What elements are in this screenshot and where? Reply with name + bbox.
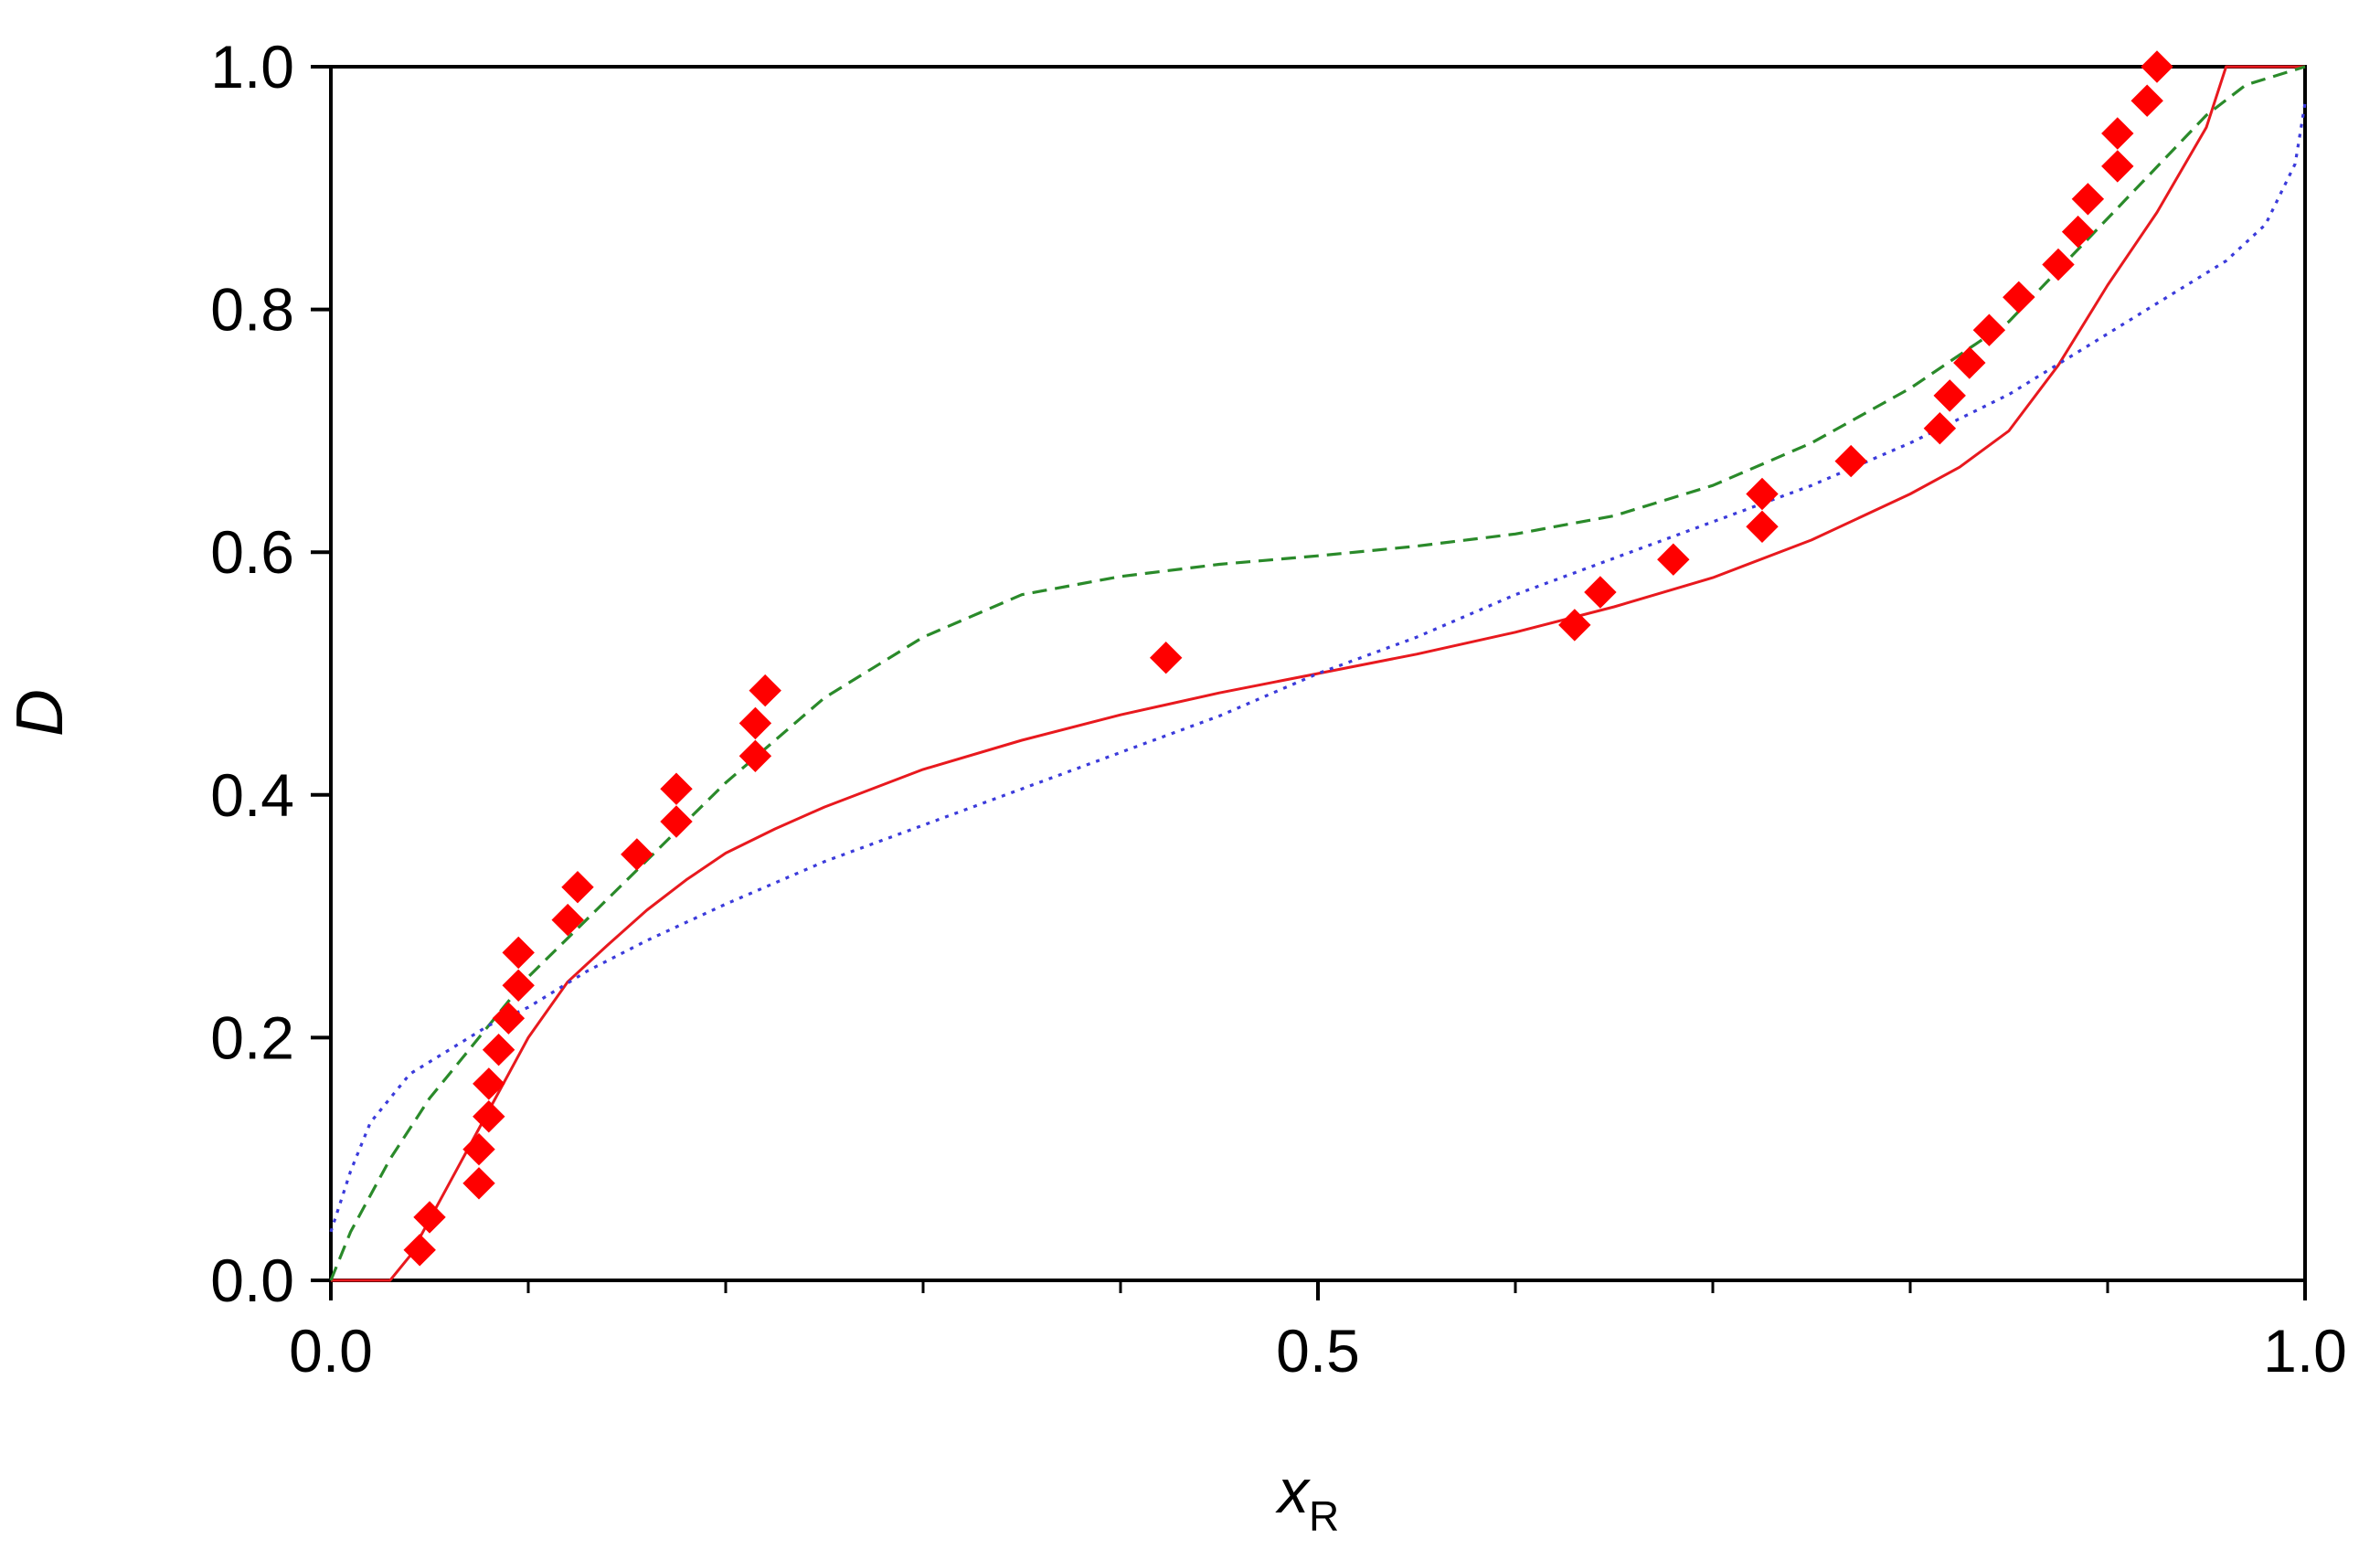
data-point-diamond [1972, 313, 2006, 346]
data-point-diamond [2071, 183, 2105, 216]
y-tick-label: 0.8 [210, 276, 294, 344]
data-point-diamond [473, 1067, 505, 1100]
data-point-diamond [738, 706, 772, 740]
data-point-diamond [1149, 641, 1183, 674]
data-point-diamond [1834, 444, 1867, 478]
series-markers [403, 50, 2173, 1267]
series-line-dotted [329, 102, 2307, 1233]
data-point-diamond [482, 1033, 515, 1067]
data-point-diamond [1584, 576, 1617, 609]
data-point-diamond [1657, 543, 1690, 576]
data-point-diamond [749, 674, 781, 707]
data-point-diamond [2101, 117, 2134, 150]
data-point-diamond [1933, 379, 1966, 412]
data-point-diamond [551, 903, 584, 937]
data-point-diamond [561, 870, 594, 904]
data-point-diamond [462, 1132, 495, 1166]
data-point-diamond [1746, 510, 1779, 544]
x-tick-label: 0.0 [289, 1317, 373, 1385]
x-tick-label: 1.0 [2263, 1317, 2347, 1385]
y-axis-label: D [4, 689, 77, 737]
data-point-diamond [1923, 411, 1957, 445]
x-axis-label-subscript: R [1309, 1492, 1339, 1540]
data-point-diamond [492, 1002, 526, 1035]
y-tick-label: 0.0 [210, 1247, 294, 1314]
data-point-diamond [413, 1201, 446, 1234]
x-axis-label: xR [1275, 1457, 1339, 1540]
series-line-dashed [329, 65, 2306, 1281]
series-line-solid [331, 65, 2305, 1282]
data-point-diamond [502, 936, 535, 970]
data-point-diamond [660, 805, 693, 838]
y-tick-label: 1.0 [210, 33, 294, 101]
data-point-diamond [502, 969, 535, 1003]
y-axis-tick-labels: 0.0 0.2 0.4 0.6 0.8 1.0 [210, 33, 294, 1314]
y-axis-ticks [311, 65, 331, 1282]
data-point-diamond [2061, 215, 2095, 249]
data-point-diamond [473, 1099, 505, 1133]
y-tick-label: 0.6 [210, 518, 294, 586]
data-point-diamond [462, 1167, 495, 1200]
x-axis-label-main: x [1275, 1457, 1311, 1526]
data-point-diamond [738, 739, 772, 773]
data-point-diamond [403, 1234, 436, 1267]
data-point-diamond [2003, 281, 2035, 314]
x-tick-label: 0.5 [1276, 1317, 1360, 1385]
data-point-diamond [2141, 50, 2173, 83]
data-point-diamond [2042, 248, 2075, 281]
x-axis-tick-labels: 0.0 0.5 1.0 [289, 1317, 2347, 1385]
y-tick-label: 0.2 [210, 1003, 294, 1071]
data-point-diamond [1953, 346, 1986, 379]
y-tick-label: 0.4 [210, 761, 294, 829]
series-lines [329, 65, 2307, 1282]
data-point-diamond [660, 772, 693, 805]
data-point-diamond [1746, 477, 1779, 511]
x-axis-ticks [329, 1280, 2307, 1300]
data-point-diamond [1558, 609, 1591, 642]
data-point-diamond [2101, 150, 2134, 183]
data-point-diamond [621, 838, 653, 871]
data-point-diamond [2130, 84, 2163, 117]
